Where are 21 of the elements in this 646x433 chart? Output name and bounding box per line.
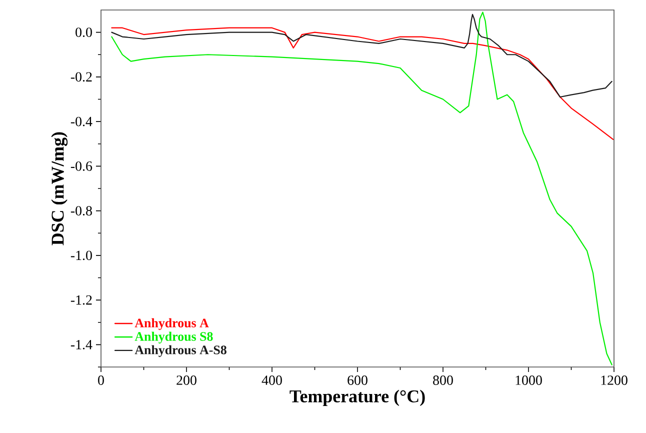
y-tick-label: -1.0	[70, 250, 92, 260]
y-tick-label: -0.2	[70, 72, 92, 82]
y-tick-label: -1.2	[70, 295, 92, 305]
x-tick-label: 1000	[516, 376, 542, 385]
x-tick-label: 400	[262, 376, 282, 385]
y-tick-label: 0.0	[76, 28, 92, 38]
y-axis-title: DSC (mW/mg)	[51, 132, 68, 246]
legend-label: Anhydrous S8	[134, 332, 213, 344]
x-tick-label: 600	[348, 376, 368, 385]
legend-label: Anhydrous A	[134, 318, 209, 330]
y-tick-label: -1.4	[70, 340, 92, 350]
line-series	[111, 12, 612, 366]
y-tick-label: -0.6	[70, 161, 92, 171]
x-tick-label: 0	[98, 376, 104, 385]
legend-label: Anhydrous A-S8	[134, 345, 226, 357]
y-tick-label: -0.4	[70, 116, 92, 126]
x-tick-label: 800	[433, 376, 453, 385]
x-axis-title: Temperature (°C)	[290, 390, 425, 406]
y-tick-label: -0.8	[70, 206, 92, 216]
x-tick-label: 200	[176, 376, 196, 385]
x-tick-label: 1200	[601, 376, 628, 385]
